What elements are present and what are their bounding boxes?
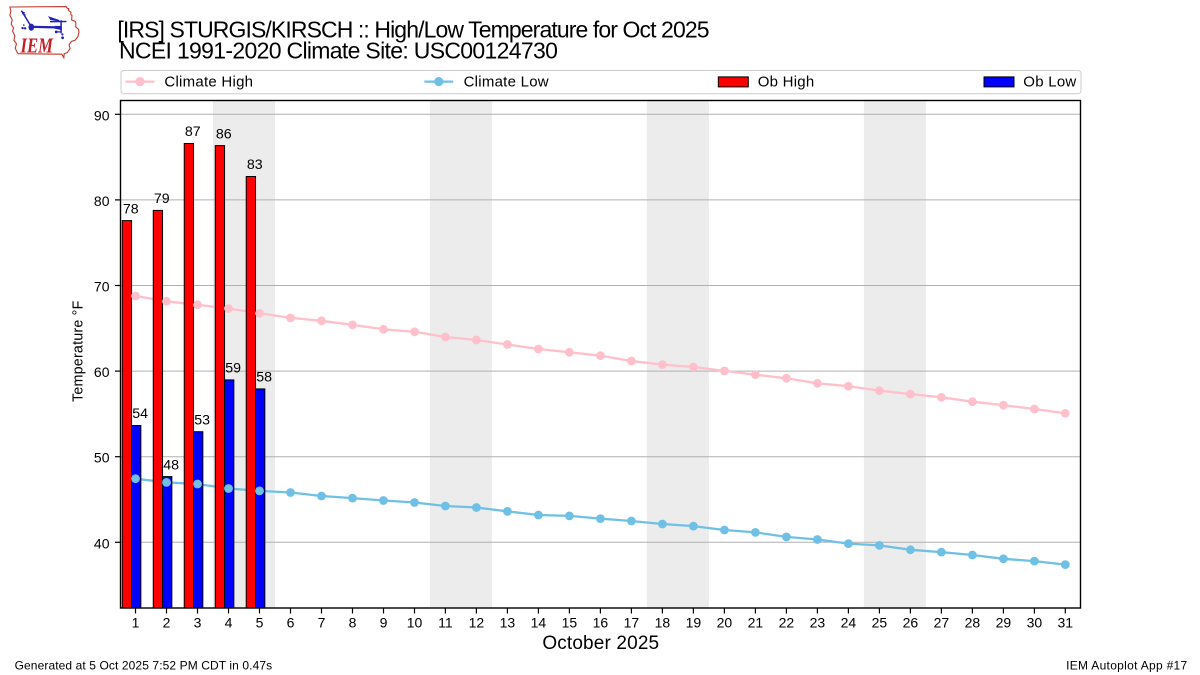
svg-text:25: 25 [872,615,888,631]
svg-text:Generated at 5 Oct 2025 7:52 P: Generated at 5 Oct 2025 7:52 PM CDT in 0… [15,659,273,673]
svg-text:Climate High: Climate High [164,74,253,91]
svg-text:NCEI 1991-2020 Climate Site: U: NCEI 1991-2020 Climate Site: USC00124730 [119,38,557,64]
svg-text:30: 30 [1027,615,1043,631]
svg-text:78: 78 [123,201,139,217]
svg-text:17: 17 [624,615,640,631]
svg-text:12: 12 [469,615,485,631]
svg-text:20: 20 [717,615,733,631]
svg-text:Temperature °F: Temperature °F [71,300,87,402]
svg-text:Ob High: Ob High [758,74,815,91]
svg-text:10: 10 [407,615,423,631]
svg-text:22: 22 [779,615,795,631]
svg-text:Climate Low: Climate Low [464,74,549,91]
svg-text:21: 21 [748,615,764,631]
svg-text:15: 15 [562,615,578,631]
svg-text:50: 50 [94,450,110,466]
svg-text:9: 9 [380,615,388,631]
svg-text:53: 53 [194,412,210,428]
svg-text:90: 90 [94,107,110,123]
svg-text:79: 79 [154,191,170,207]
svg-text:Ob Low: Ob Low [1023,74,1076,91]
svg-text:18: 18 [655,615,671,631]
svg-text:3: 3 [194,615,202,631]
svg-text:1: 1 [132,615,140,631]
svg-text:48: 48 [163,457,179,473]
svg-text:86: 86 [216,126,232,142]
svg-text:83: 83 [247,157,263,173]
svg-text:IEM Autoplot App #17: IEM Autoplot App #17 [1066,659,1187,673]
svg-text:31: 31 [1058,615,1074,631]
svg-text:59: 59 [225,361,241,377]
svg-text:40: 40 [94,535,110,551]
svg-text:87: 87 [185,124,201,140]
svg-text:7: 7 [318,615,326,631]
svg-text:27: 27 [934,615,950,631]
svg-text:24: 24 [841,615,857,631]
svg-text:23: 23 [810,615,826,631]
svg-text:80: 80 [94,193,110,209]
svg-text:58: 58 [256,370,272,386]
svg-text:4: 4 [225,615,233,631]
svg-text:29: 29 [996,615,1012,631]
svg-text:16: 16 [593,615,609,631]
svg-text:IEM: IEM [20,34,54,58]
svg-text:54: 54 [132,406,148,422]
svg-text:5: 5 [256,615,264,631]
svg-text:26: 26 [903,615,919,631]
svg-text:October 2025: October 2025 [542,633,659,654]
svg-text:60: 60 [94,364,110,380]
svg-text:[IRS] STURGIS/KIRSCH :: High/L: [IRS] STURGIS/KIRSCH :: High/Low Tempera… [117,17,708,43]
svg-text:28: 28 [965,615,981,631]
svg-text:11: 11 [438,615,453,631]
svg-text:70: 70 [94,279,110,295]
svg-text:2: 2 [163,615,171,631]
svg-text:14: 14 [531,615,547,631]
svg-text:13: 13 [500,615,516,631]
svg-text:6: 6 [287,615,295,631]
svg-text:8: 8 [349,615,357,631]
svg-text:19: 19 [686,615,702,631]
